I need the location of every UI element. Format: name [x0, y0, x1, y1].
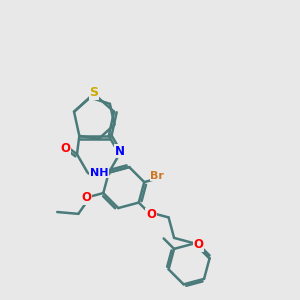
- Text: O: O: [194, 238, 204, 251]
- Text: O: O: [82, 191, 92, 204]
- Text: O: O: [146, 208, 156, 221]
- Text: NH: NH: [90, 168, 108, 178]
- Text: Br: Br: [150, 171, 164, 181]
- Text: S: S: [90, 86, 99, 99]
- Text: N: N: [114, 145, 124, 158]
- Text: O: O: [61, 142, 71, 155]
